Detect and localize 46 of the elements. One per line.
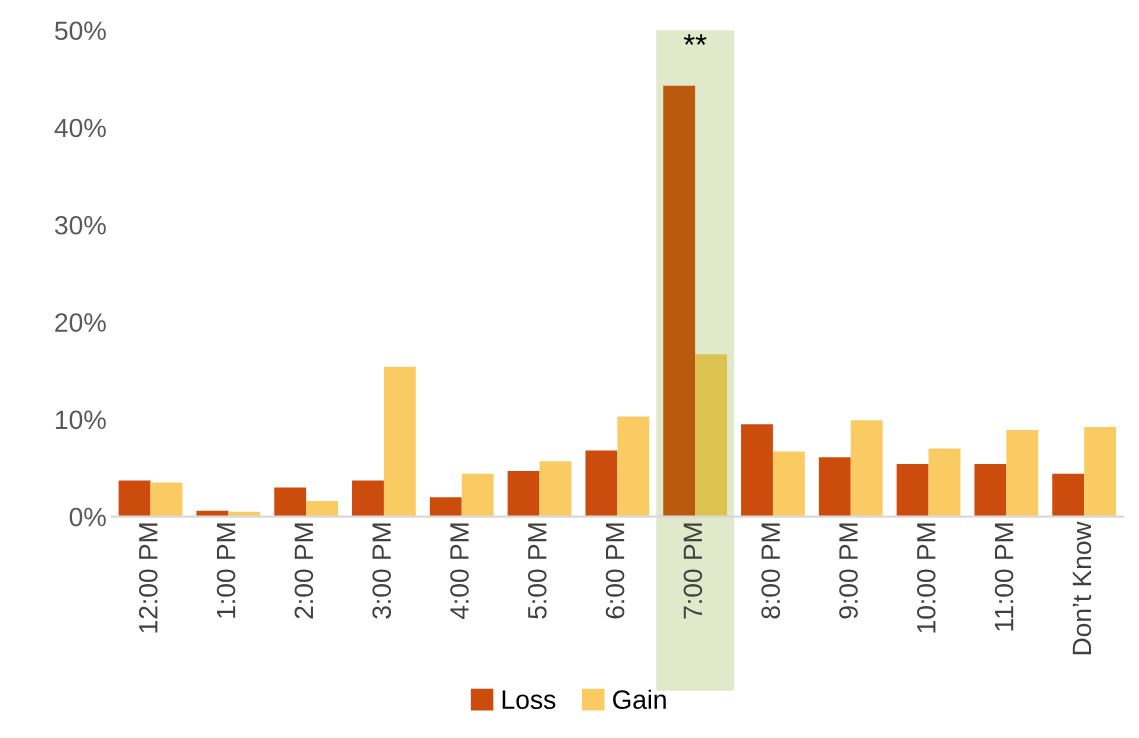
x-tick-label: 12:00 PM xyxy=(138,523,158,633)
bar xyxy=(695,354,728,517)
bar xyxy=(741,424,773,517)
bar xyxy=(150,482,183,517)
y-tick-label: 20% xyxy=(55,313,106,332)
x-tick-label: 1:00 PM xyxy=(216,523,236,618)
x-tick-label: 5:00 PM xyxy=(527,523,547,619)
bar xyxy=(772,451,805,517)
legend-label: Loss xyxy=(502,690,556,710)
bar xyxy=(539,461,572,517)
y-tick-label: 40% xyxy=(54,118,106,138)
band-label: ** xyxy=(683,34,707,45)
x-tick-label: 3:00 PM xyxy=(372,523,392,619)
bar xyxy=(1006,430,1039,517)
bar xyxy=(507,470,540,517)
bar xyxy=(306,501,339,517)
x-tick-label: 10:00 PM xyxy=(916,523,936,633)
x-tick-label: 2:00 PM xyxy=(294,523,314,619)
bar xyxy=(429,497,462,517)
bar xyxy=(617,416,650,517)
bar xyxy=(1084,427,1117,517)
bar xyxy=(585,450,618,517)
bar xyxy=(850,420,883,517)
y-tick-label: 10% xyxy=(55,410,106,430)
x-tick-label: 7:00 PM xyxy=(683,523,703,619)
bar xyxy=(1052,473,1085,517)
bar xyxy=(118,480,151,517)
bar xyxy=(896,464,929,517)
x-tick-label: 11:00 PM xyxy=(994,523,1014,631)
x-tick-label: 6:00 PM xyxy=(605,523,625,619)
x-tick-label: 4:00 PM xyxy=(450,523,469,620)
bar xyxy=(352,480,384,517)
bar xyxy=(663,85,696,517)
y-tick-label: 50% xyxy=(55,21,106,41)
x-tick-label: 8:00 PM xyxy=(761,523,781,619)
x-tick-label: 9:00 PM xyxy=(839,523,858,619)
legend-label: Gain xyxy=(613,689,666,710)
y-tick-label: 30% xyxy=(54,215,106,235)
bar xyxy=(818,457,851,517)
bar xyxy=(383,366,416,517)
bar xyxy=(461,473,494,517)
bar xyxy=(928,448,961,517)
x-tick-label: Don’t Know xyxy=(1072,521,1092,655)
y-tick-label: 0% xyxy=(69,507,106,527)
bar xyxy=(974,464,1007,517)
bar xyxy=(274,487,307,517)
